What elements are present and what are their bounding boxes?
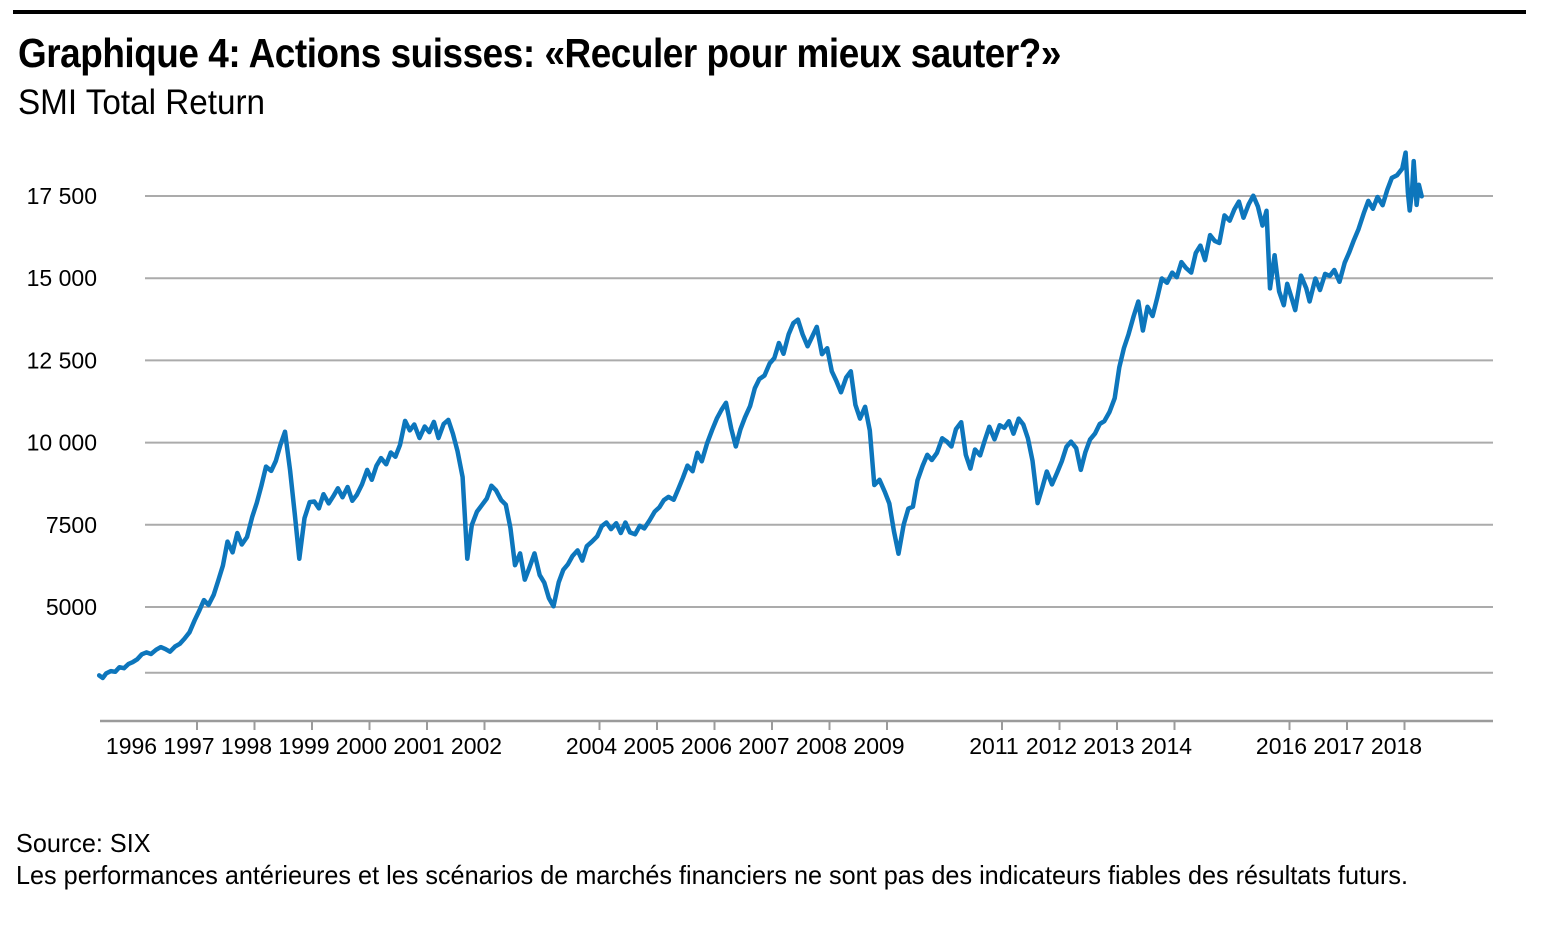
x-axis-label: 2002 [451, 733, 502, 759]
y-axis-label: 10 000 [27, 430, 97, 456]
x-axis-label: 2013 [1083, 733, 1134, 759]
x-axis-label: 2007 [738, 733, 789, 759]
x-axis-label: 2000 [336, 733, 387, 759]
y-axis-label: 15 000 [27, 265, 97, 291]
smi-line [96, 150, 1424, 681]
y-axis-label: 7500 [46, 512, 97, 538]
x-axis-label: 2018 [1371, 733, 1422, 759]
x-axis-label: 1998 [221, 733, 272, 759]
x-axis-label: 2014 [1141, 733, 1192, 759]
chart-title: Graphique 4: Actions suisses: «Reculer p… [18, 30, 1061, 76]
x-axis-label: 1997 [163, 733, 214, 759]
x-axis-label: 2012 [1026, 733, 1077, 759]
chart-subtitle: SMI Total Return [18, 83, 266, 122]
disclaimer-text: Les performances antérieures et les scén… [16, 860, 1409, 890]
top-rule [13, 10, 1526, 14]
y-axis-label: 12 500 [27, 347, 97, 373]
x-axis-label: 2017 [1313, 733, 1364, 759]
y-axis-label: 17 500 [27, 183, 97, 209]
x-axis-label: 2006 [681, 733, 732, 759]
x-axis-label: 2011 [969, 733, 1018, 759]
source-text: Source: SIX [16, 828, 151, 858]
x-axis-label: 1996 [106, 733, 157, 759]
x-axis-label: 2001 [393, 733, 444, 759]
y-axis-label: 5000 [46, 594, 97, 620]
x-axis-label: 2005 [623, 733, 674, 759]
x-axis-label: 2008 [796, 733, 847, 759]
x-axis-label: 2009 [853, 733, 904, 759]
x-axis-label: 2016 [1256, 733, 1307, 759]
x-axis-label: 1999 [278, 733, 329, 759]
x-axis-label: 2004 [566, 733, 617, 759]
